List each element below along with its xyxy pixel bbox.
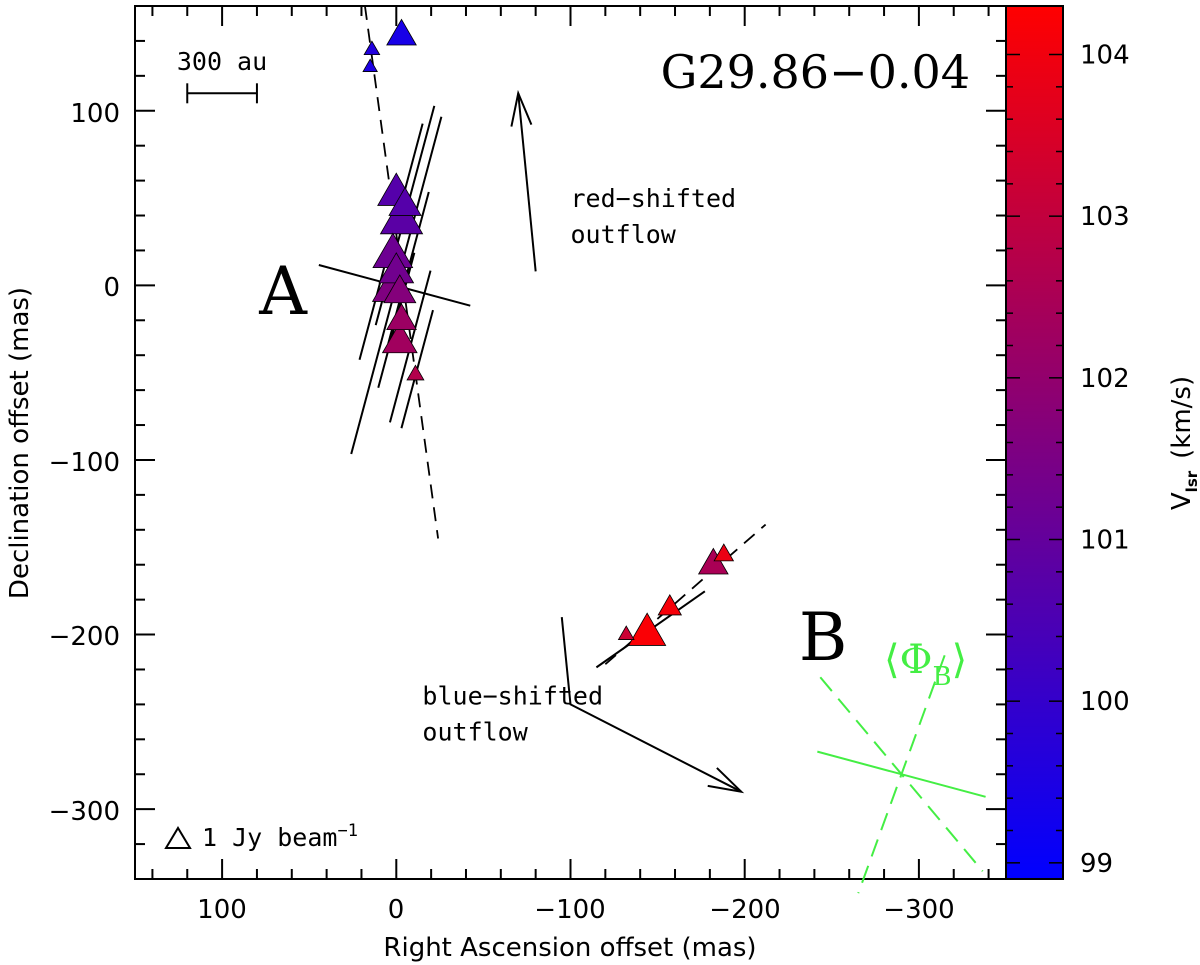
chart-title: G29.86−0.04 [661,45,970,99]
maser-spot [406,364,425,381]
blue-outflow-label-line2: outflow [422,717,528,746]
legend-text-sup: −1 [337,821,357,841]
colorbar-title-sub: lsr [1183,470,1200,492]
colorbar-tick-label: 99 [1080,849,1113,879]
colorbar-tick-label: 101 [1080,526,1130,556]
colorbar-tick-label: 103 [1080,202,1130,232]
maser-spot [381,321,418,354]
maser-spot [617,625,635,640]
x-tick-label: −200 [709,895,780,925]
maser-spot [627,612,667,646]
group-label-b: B [799,599,848,676]
colorbar-tick-label: 100 [1080,687,1130,717]
colorbar [1005,5,1064,880]
y-tick-label: 0 [103,273,120,303]
legend-text-main: 1 Jy beam [202,823,337,852]
colorbar-title: Vlsr (km/s) [1167,376,1200,510]
legend-text: 1 Jy beam−1 [202,821,358,852]
blue-shifted-arrow-head [707,767,745,794]
colorbar-tick-label: 104 [1080,41,1130,71]
colorbar-title-main: V [1167,492,1197,510]
x-tick-labels: 100 0 −100 −200 −300 [197,895,955,925]
maser-spot [386,303,417,330]
maser-spot [713,543,735,562]
maser-spot [388,186,422,216]
mean-field-dashed-line [819,676,984,872]
maser-spot [383,274,417,304]
mean-field-cross [817,654,986,894]
legend: 1 Jy beam−1 [164,821,358,852]
y-tick-label: −100 [49,448,120,478]
red-shifted-arrow-head [510,89,533,127]
scale-bar: 300 au [177,47,267,104]
y-tick-label: −300 [49,797,120,827]
y-tick-label: −200 [49,622,120,652]
legend-triangle-icon [164,826,192,849]
colorbar-tick-labels: 99 100 101 102 103 104 [1080,41,1130,879]
x-axis-title: Right Ascension offset (mas) [383,933,756,963]
outflow-arrows [510,89,745,794]
mean-field-label-text: ⟨ΦB⟩ [884,637,967,692]
colorbar-ticks [1006,53,1063,864]
mean-field-bracket-open: ⟨ [884,637,900,683]
maser-spots [362,18,735,646]
maser-spot [363,40,381,56]
blue-outflow-label-line1: blue−shifted [422,681,603,710]
red-outflow-label-line2: outflow [571,220,677,249]
group-label-a: A [258,253,308,330]
colorbar-tick-label: 102 [1080,364,1130,394]
scale-bar-label: 300 au [177,47,267,76]
colorbar-title-unit: (km/s) [1167,376,1197,459]
y-axis-title: Declination offset (mas) [5,287,35,599]
axis-ticks [135,5,1006,879]
mean-field-phi: Φ [900,637,933,683]
y-tick-label: 100 [70,99,120,129]
mean-field-sub: B [932,662,951,692]
blue-shifted-outflow-arrow [560,617,742,793]
x-tick-label: −300 [883,895,954,925]
mean-field-bracket-close: ⟩ [952,637,968,683]
y-tick-labels: 100 0 −100 −200 −300 [49,99,120,827]
red-shifted-outflow-arrow [517,93,537,272]
maser-spot [386,18,417,46]
x-tick-label: 100 [197,895,247,925]
mean-field-label: ⟨ΦB⟩ [884,637,967,692]
maser-spot [362,58,378,72]
x-tick-label: 0 [388,895,405,925]
plot-frame [134,5,1007,880]
x-tick-label: −100 [534,895,605,925]
fitted-line [364,6,439,539]
maser-spot [657,594,683,616]
red-outflow-label-line1: red−shifted [571,184,737,213]
